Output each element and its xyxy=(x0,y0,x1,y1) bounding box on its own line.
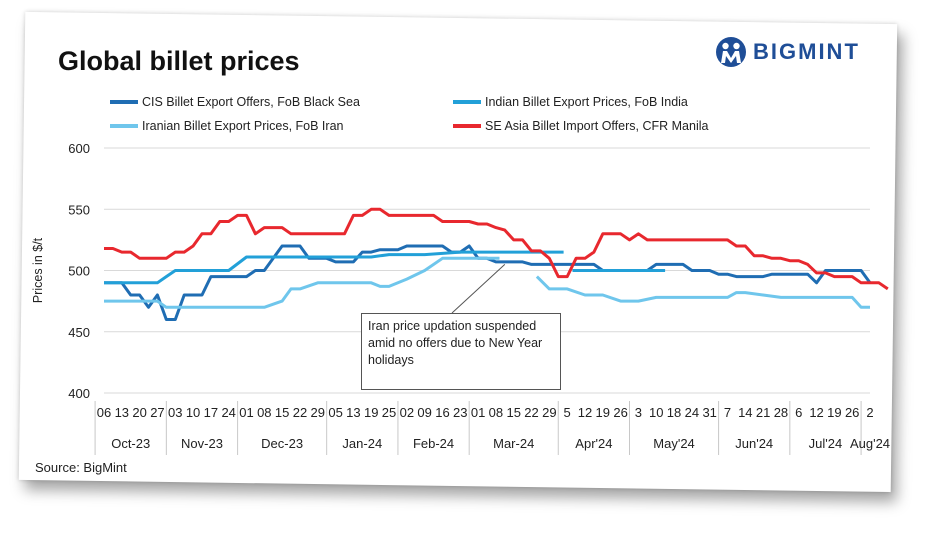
x-tick-label: 6 xyxy=(795,405,802,420)
x-tick-label: 17 xyxy=(204,405,218,420)
legend-swatch xyxy=(110,100,138,104)
x-tick-label: 7 xyxy=(724,405,731,420)
x-tick-label: 13 xyxy=(115,405,129,420)
x-tick-label: 09 xyxy=(417,405,431,420)
y-tick-label: 500 xyxy=(68,264,90,279)
bigmint-logo-icon xyxy=(716,37,746,67)
source-note: Source: BigMint xyxy=(35,460,127,475)
x-tick-label: 23 xyxy=(453,405,467,420)
x-tick-label: 3 xyxy=(635,405,642,420)
month-label: Jul'24 xyxy=(809,436,843,451)
x-tick-label: 27 xyxy=(150,405,164,420)
legend-item-seasia: SE Asia Billet Import Offers, CFR Manila xyxy=(453,118,708,134)
x-tick-label: 31 xyxy=(702,405,716,420)
x-tick-label: 01 xyxy=(239,405,253,420)
x-tick-label: 10 xyxy=(649,405,663,420)
x-tick-label: 19 xyxy=(596,405,610,420)
x-tick-label: 21 xyxy=(756,405,770,420)
x-tick-label: 18 xyxy=(667,405,681,420)
series-line-2-segment2 xyxy=(535,275,870,309)
x-tick-label: 16 xyxy=(435,405,449,420)
series-line-1 xyxy=(104,250,564,285)
x-tick-label: 26 xyxy=(845,405,859,420)
month-label: Dec-23 xyxy=(261,436,303,451)
brand-logo: BIGMINT xyxy=(715,36,860,68)
x-tick-label: 19 xyxy=(364,405,378,420)
legend-swatch xyxy=(453,100,481,104)
month-label: Aug'24 xyxy=(850,436,890,451)
legend-item-india: Indian Billet Export Prices, FoB India xyxy=(453,94,688,110)
legend-item-cis: CIS Billet Export Offers, FoB Black Sea xyxy=(110,94,360,110)
legend-swatch xyxy=(110,124,138,128)
x-tick-label: 03 xyxy=(168,405,182,420)
annotation-leader-line xyxy=(451,264,506,314)
x-tick-label: 02 xyxy=(400,405,414,420)
x-tick-label: 20 xyxy=(132,405,146,420)
x-tick-label: 08 xyxy=(489,405,503,420)
legend-label: CIS Billet Export Offers, FoB Black Sea xyxy=(142,95,360,109)
series-line-3-tail xyxy=(870,281,889,291)
x-tick-label: 06 xyxy=(97,405,111,420)
x-tick-label: 13 xyxy=(346,405,360,420)
x-tick-label: 24 xyxy=(221,405,235,420)
y-axis-label: Prices in $/t xyxy=(31,237,45,303)
chart-title: Global billet prices xyxy=(58,46,300,76)
x-tick-label: 10 xyxy=(186,405,200,420)
month-label: Mar-24 xyxy=(493,436,534,451)
x-tick-label: 5 xyxy=(564,405,571,420)
y-tick-label: 600 xyxy=(68,141,90,156)
legend-label: Indian Billet Export Prices, FoB India xyxy=(485,95,688,109)
x-tick-label: 29 xyxy=(542,405,556,420)
annotation-box: Iran price updation suspended amid no of… xyxy=(361,313,561,390)
month-label: May'24 xyxy=(653,436,695,451)
x-tick-label: 29 xyxy=(311,405,325,420)
x-tick-label: 15 xyxy=(506,405,520,420)
x-tick-label: 22 xyxy=(524,405,538,420)
x-tick-label: 01 xyxy=(471,405,485,420)
legend-label: Iranian Billet Export Prices, FoB Iran xyxy=(142,119,344,133)
x-tick-label: 12 xyxy=(809,405,823,420)
x-tick-label: 24 xyxy=(685,405,699,420)
brand-name: BIGMINT xyxy=(753,39,860,64)
y-tick-label: 400 xyxy=(68,386,90,401)
month-label: Apr'24 xyxy=(575,436,612,451)
month-label: Oct-23 xyxy=(111,436,150,451)
legend-item-iran: Iranian Billet Export Prices, FoB Iran xyxy=(110,118,343,134)
x-tick-label: 05 xyxy=(328,405,342,420)
x-tick-label: 15 xyxy=(275,405,289,420)
x-tick-label: 08 xyxy=(257,405,271,420)
series-line-3 xyxy=(104,207,870,285)
x-tick-label: 12 xyxy=(578,405,592,420)
month-label: Jun'24 xyxy=(735,436,773,451)
x-tick-label: 28 xyxy=(774,405,788,420)
series-line-2 xyxy=(104,256,500,309)
x-tick-label: 26 xyxy=(613,405,627,420)
legend-label: SE Asia Billet Import Offers, CFR Manila xyxy=(485,119,709,133)
x-tick-label: 2 xyxy=(866,405,873,420)
x-tick-label: 22 xyxy=(293,405,307,420)
y-tick-label: 550 xyxy=(68,202,90,217)
month-label: Jan-24 xyxy=(342,436,382,451)
x-tick-label: 19 xyxy=(827,405,841,420)
y-tick-label: 450 xyxy=(68,325,90,340)
month-label: Feb-24 xyxy=(413,436,454,451)
month-label: Nov-23 xyxy=(181,436,223,451)
x-tick-label: 25 xyxy=(382,405,396,420)
x-tick-label: 14 xyxy=(738,405,752,420)
legend-swatch xyxy=(453,124,481,128)
